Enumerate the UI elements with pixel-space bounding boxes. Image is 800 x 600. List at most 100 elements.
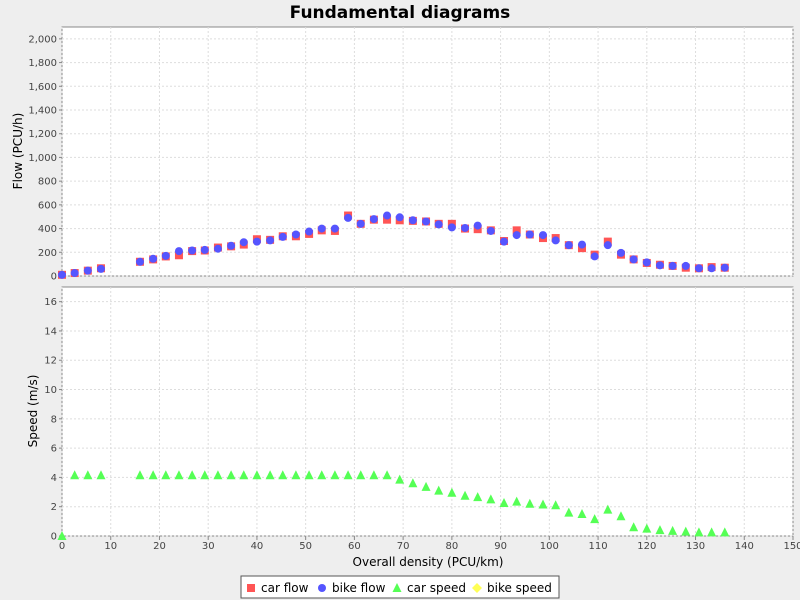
bike-flow-point <box>252 237 261 246</box>
car-speed-point <box>174 470 184 480</box>
legend-item-car-speed: car speed <box>392 581 466 595</box>
legend-item-bike-flow: bike flow <box>318 581 386 595</box>
speed-y-tick-label: 10 <box>44 385 57 396</box>
car-speed-point <box>564 507 574 517</box>
axis-ticks: 02004006008001,0001,2001,4001,6001,8002,… <box>28 34 800 552</box>
flow-y-tick-label: 0 <box>51 272 57 283</box>
car-speed-point <box>226 470 236 480</box>
bike-flow-point <box>512 231 521 240</box>
bike-flow-point <box>174 247 183 256</box>
flow-y-tick-label: 1,600 <box>28 82 57 93</box>
flow-y-tick-label: 1,800 <box>28 58 57 69</box>
car-speed-point <box>577 509 587 519</box>
car-speed-point <box>512 496 522 506</box>
flow-y-tick-label: 400 <box>38 224 57 235</box>
bike-flow-point <box>356 219 365 228</box>
bike-flow-point <box>616 248 625 257</box>
car-speed-point <box>486 494 496 504</box>
x-tick-label: 140 <box>735 541 754 552</box>
bike-flow-point <box>408 216 417 225</box>
car-speed-point <box>694 527 704 537</box>
legend-item-car-flow: car flow <box>247 581 309 595</box>
bike-flow-point <box>577 240 586 249</box>
car-speed-point <box>434 485 444 495</box>
legend-marker-bike-speed <box>472 583 482 593</box>
car-speed-point <box>200 470 210 480</box>
car-speed-point <box>317 470 327 480</box>
bike-flow-point <box>70 269 79 278</box>
car-speed-point <box>681 526 691 536</box>
car-speed-point <box>603 504 613 514</box>
car-speed-point <box>369 470 379 480</box>
car-speed-point <box>395 474 405 484</box>
flow-plot-area <box>61 26 794 277</box>
bike-flow-point <box>461 223 470 232</box>
data-marks <box>57 211 730 540</box>
car-speed-point <box>83 470 93 480</box>
bike-flow-point <box>395 213 404 222</box>
car-speed-point <box>382 470 392 480</box>
car-speed-point <box>356 470 366 480</box>
bike-flow-point <box>161 251 170 260</box>
flow-y-tick-label: 200 <box>38 248 57 259</box>
speed-y-tick-label: 8 <box>51 414 57 425</box>
speed-y-tick-label: 16 <box>44 297 57 308</box>
car-speed-point <box>343 470 353 480</box>
bike-flow-point <box>239 238 248 247</box>
x-tick-label: 60 <box>348 541 361 552</box>
car-flow-point <box>174 251 183 260</box>
x-tick-label: 0 <box>59 541 65 552</box>
speed-y-tick-label: 12 <box>44 356 57 367</box>
speed-y-tick-label: 2 <box>51 502 57 513</box>
bike-flow-point <box>83 266 92 275</box>
bike-flow-point <box>629 255 638 264</box>
bike-flow-point <box>538 231 547 240</box>
car-speed-point <box>473 492 483 502</box>
x-tick-label: 150 <box>783 541 800 552</box>
flow-y-tick-label: 600 <box>38 200 57 211</box>
bike-flow-point <box>330 224 339 233</box>
bike-flow-point <box>369 215 378 224</box>
bike-flow-point <box>383 211 392 220</box>
car-flow-point <box>383 215 392 224</box>
bike-flow-point <box>149 254 158 263</box>
bike-flow-point <box>227 241 236 250</box>
legend-label: car flow <box>261 581 309 595</box>
bike-flow-point <box>278 232 287 241</box>
car-speed-point <box>148 470 158 480</box>
car-speed-point <box>616 511 626 521</box>
car-speed-point <box>213 470 223 480</box>
car-speed-point <box>460 490 470 500</box>
speed-y-tick-label: 6 <box>51 444 57 455</box>
flow-y-axis-label: Flow (PCU/h) <box>11 113 25 190</box>
car-speed-point <box>330 470 340 480</box>
x-tick-label: 20 <box>153 541 166 552</box>
bike-flow-point <box>291 230 300 239</box>
x-tick-label: 120 <box>637 541 656 552</box>
flow-y-tick-label: 800 <box>38 177 57 188</box>
x-tick-label: 50 <box>299 541 312 552</box>
x-tick-label: 90 <box>494 541 507 552</box>
bike-flow-point <box>694 264 703 273</box>
car-speed-point <box>525 498 535 508</box>
x-tick-label: 100 <box>540 541 559 552</box>
speed-y-tick-label: 14 <box>44 326 57 337</box>
speed-y-tick-label: 4 <box>51 473 57 484</box>
chart-title: Fundamental diagrams <box>290 3 511 23</box>
legend-label: car speed <box>407 581 466 595</box>
bike-flow-point <box>305 227 314 236</box>
x-tick-label: 40 <box>251 541 264 552</box>
x-tick-label: 130 <box>686 541 705 552</box>
car-speed-point <box>408 478 418 488</box>
bike-flow-point <box>564 241 573 250</box>
bike-flow-point <box>96 264 105 273</box>
car-speed-point <box>590 514 600 524</box>
bike-flow-point <box>551 236 560 245</box>
legend-label: bike flow <box>332 581 386 595</box>
speed-y-tick-label: 0 <box>51 532 57 543</box>
legend-label: bike speed <box>487 581 552 595</box>
speed-plot-area <box>61 286 794 537</box>
bike-flow-point <box>655 261 664 270</box>
car-speed-point <box>642 523 652 533</box>
